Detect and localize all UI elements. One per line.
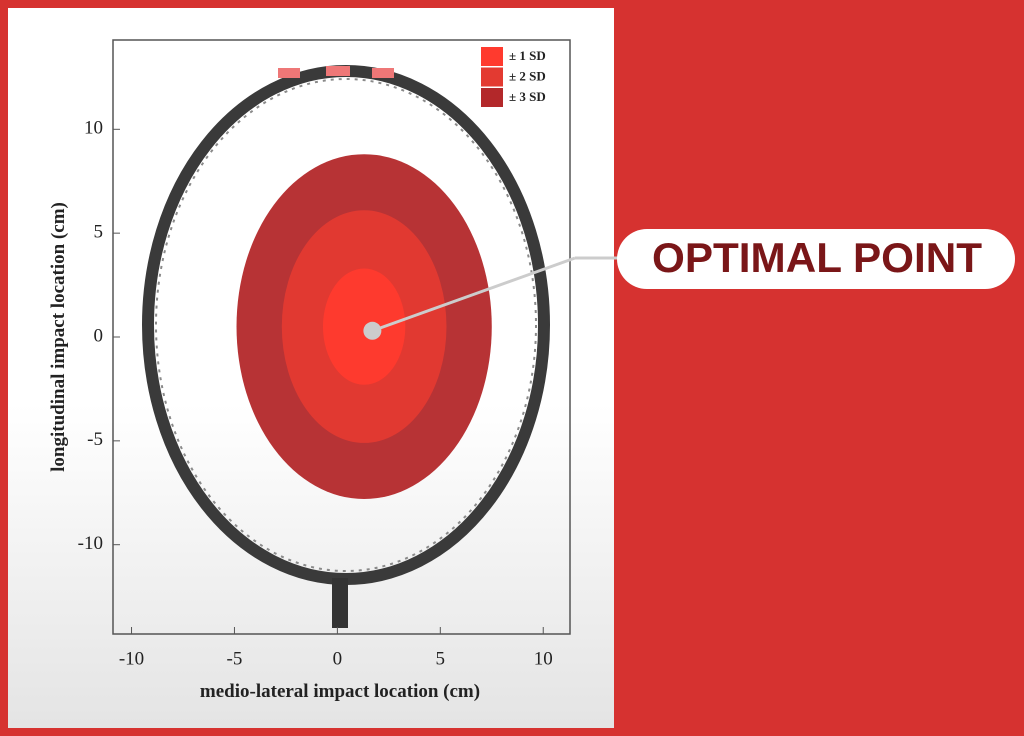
y-tick-label: -5 bbox=[87, 429, 103, 450]
legend-label: ± 3 SD bbox=[509, 89, 546, 104]
x-tick-label: 0 bbox=[333, 648, 343, 669]
sd-ellipse bbox=[322, 268, 406, 385]
y-tick-label: 0 bbox=[94, 325, 104, 346]
x-tick-label: 10 bbox=[534, 648, 553, 669]
x-tick-label: -10 bbox=[119, 648, 144, 669]
legend-swatch bbox=[481, 88, 503, 107]
legend-label: ± 2 SD bbox=[509, 68, 546, 83]
legend-swatch bbox=[481, 67, 503, 87]
x-axis-label: medio-lateral impact location (cm) bbox=[200, 681, 480, 702]
legend-label: ± 1 SD bbox=[509, 48, 546, 63]
y-tick-label: 10 bbox=[84, 118, 103, 139]
y-tick-label: 5 bbox=[94, 222, 104, 243]
annotation-pill bbox=[617, 229, 1015, 289]
optimal-point bbox=[363, 321, 382, 340]
x-tick-label: 5 bbox=[436, 648, 446, 669]
legend-swatch bbox=[481, 47, 503, 66]
y-tick-label: -10 bbox=[78, 533, 103, 554]
racket-frame bbox=[142, 65, 550, 628]
ellipses bbox=[236, 154, 492, 499]
x-tick-label: -5 bbox=[227, 648, 243, 669]
annotation-line bbox=[371, 256, 576, 333]
y-axis-label: longitudinal impact location (cm) bbox=[48, 202, 69, 472]
annotation-text: OPTIMAL POINT bbox=[652, 234, 982, 281]
